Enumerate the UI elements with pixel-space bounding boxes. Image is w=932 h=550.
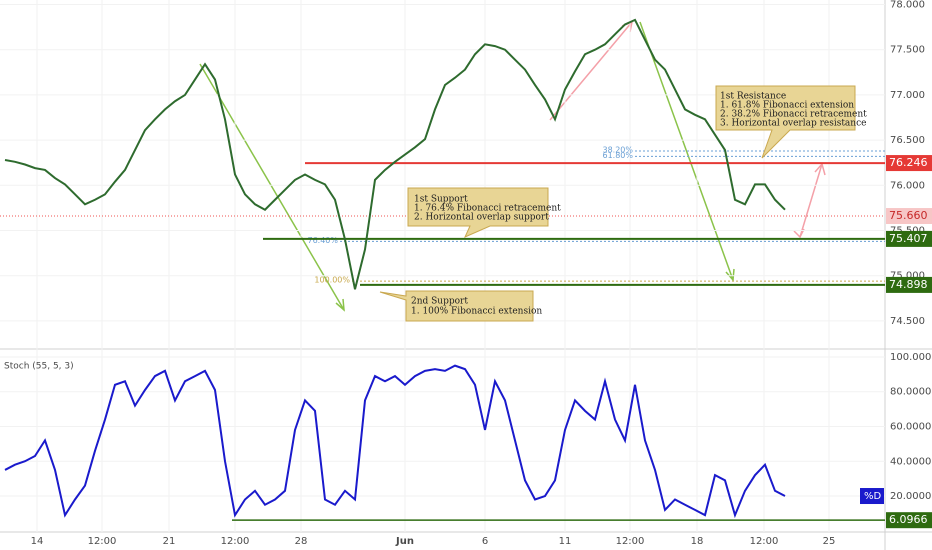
price-tag (886, 230, 932, 247)
price-tag (886, 276, 932, 293)
price-tag-label: 76.246 (889, 156, 928, 169)
fib-label: 100.00% (314, 276, 350, 285)
x-tick-label: 14 (31, 536, 44, 547)
x-tick-label: 12:00 (221, 536, 250, 547)
callout: 1st Resistance 1. 61.8% Fibonacci extens… (715, 85, 867, 159)
arrow (199, 63, 345, 311)
fib-label: 38.20% (602, 145, 633, 154)
callout-text: 3. Horizontal overlap resistance (720, 119, 866, 129)
arrow-head (793, 228, 805, 239)
x-tick-label: 11 (559, 536, 572, 547)
y-tick-label: 75.000 (890, 271, 925, 282)
price-tag-label: 74.898 (889, 278, 928, 291)
y-tick-label: 100.0000 (890, 352, 932, 363)
callout-box (379, 290, 534, 322)
y-tick-label: 40.0000 (890, 456, 931, 467)
price-tag-label: 75.407 (889, 232, 928, 245)
arrows (199, 20, 826, 312)
x-tick-label: 25 (823, 536, 836, 547)
arrow (639, 21, 734, 281)
y-tick-label: 80.0000 (890, 387, 931, 398)
stoch-level-label: 6.0966 (889, 513, 928, 526)
price-tag (886, 155, 932, 172)
callout-text: 1. 100% Fibonacci extension (411, 307, 542, 317)
callout-text: 1. 61.8% Fibonacci extension (720, 101, 854, 111)
price-tag (886, 208, 932, 225)
fib-label: 61.80% (602, 151, 633, 160)
callout-text: 1st Support (414, 195, 468, 205)
y-tick-label: 76.500 (890, 135, 925, 146)
callout-text: 1st Resistance (720, 92, 786, 102)
y-tick-label: 78.000 (890, 0, 925, 11)
x-tick-label: 12:00 (750, 536, 779, 547)
callout-text: 2nd Support (411, 297, 468, 307)
price-tag-label: 75.660 (889, 209, 928, 222)
arrow (799, 163, 823, 238)
callout: 2nd Support 1. 100% Fibonacci extension (379, 290, 542, 322)
x-tick-label: 28 (295, 536, 308, 547)
stoch-line (4, 364, 786, 519)
y-tick-label: 77.500 (890, 45, 925, 56)
legend-label: %D (864, 491, 882, 502)
y-tick-label: 20.0000 (890, 491, 931, 502)
y-tick-label: 60.0000 (890, 421, 931, 432)
indicator-title: Stoch (55, 5, 3) (4, 362, 74, 372)
arrow-head (335, 298, 345, 312)
arrow (549, 21, 633, 121)
callout: 1st Support 1. 76.4% Fibonacci retraceme… (407, 187, 561, 238)
callout-text: 2. Horizontal overlap support (414, 213, 549, 223)
x-tick-label: Jun (395, 536, 414, 547)
x-tick-label: 18 (691, 536, 704, 547)
legend-tag (860, 488, 884, 505)
y-tick-label: 74.500 (890, 316, 925, 327)
x-tick-label: 12:00 (616, 536, 645, 547)
callout-box (407, 187, 549, 238)
x-tick-label: 21 (163, 536, 176, 547)
x-tick-label: 12:00 (88, 536, 117, 547)
y-tick-label: 77.000 (890, 90, 925, 101)
callout-text: 2. 38.2% Fibonacci retracement (720, 110, 867, 120)
callout-text: 1. 76.4% Fibonacci retracement (414, 204, 561, 214)
callout-box (715, 85, 856, 159)
stoch-level-tag (886, 512, 932, 529)
fib-label: 76.40% (307, 236, 338, 245)
price-line (4, 18, 786, 290)
y-tick-label: 76.000 (890, 180, 925, 191)
arrow-head (725, 268, 735, 282)
x-tick-label: 6 (482, 536, 488, 547)
